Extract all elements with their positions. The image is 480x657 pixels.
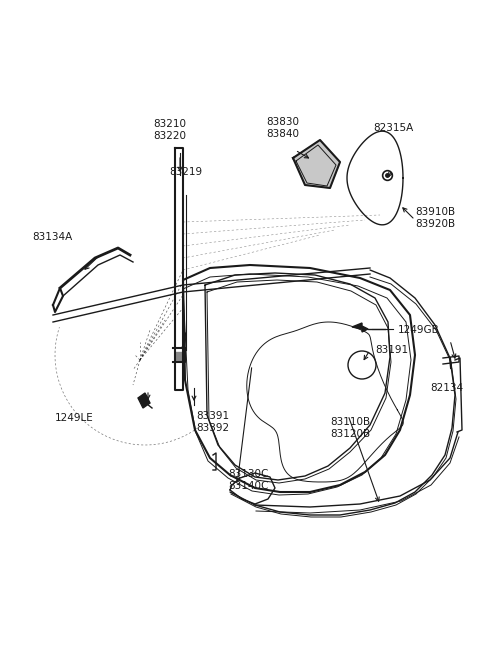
Text: 1249GB: 1249GB bbox=[398, 325, 440, 335]
Text: 83191: 83191 bbox=[375, 345, 408, 355]
Text: 83134A: 83134A bbox=[32, 232, 72, 242]
Text: 83910B
83920B: 83910B 83920B bbox=[415, 207, 455, 229]
Text: 83391
83392: 83391 83392 bbox=[196, 411, 229, 433]
Text: 83210
83220: 83210 83220 bbox=[154, 119, 187, 141]
Text: 83130C
83140C: 83130C 83140C bbox=[228, 469, 268, 491]
Text: 83219: 83219 bbox=[169, 167, 203, 177]
Text: 82134: 82134 bbox=[430, 383, 463, 393]
Polygon shape bbox=[352, 323, 368, 332]
Polygon shape bbox=[138, 393, 150, 408]
Text: 1249LE: 1249LE bbox=[55, 413, 94, 423]
Polygon shape bbox=[175, 352, 183, 360]
Text: 82315A: 82315A bbox=[373, 123, 413, 133]
Text: 83110B
83120B: 83110B 83120B bbox=[330, 417, 370, 439]
Polygon shape bbox=[293, 140, 340, 188]
Text: 83830
83840: 83830 83840 bbox=[266, 117, 300, 139]
